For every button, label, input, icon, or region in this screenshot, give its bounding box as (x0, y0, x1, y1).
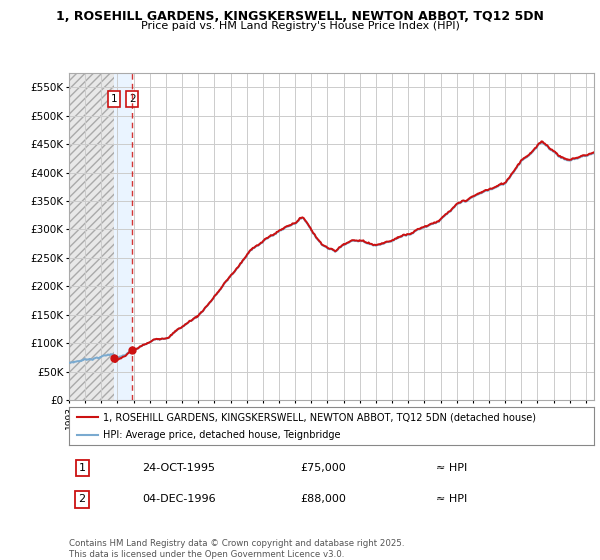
Text: 1: 1 (111, 94, 118, 104)
Text: 04-DEC-1996: 04-DEC-1996 (143, 494, 216, 505)
Text: 2: 2 (79, 494, 86, 505)
Text: Price paid vs. HM Land Registry's House Price Index (HPI): Price paid vs. HM Land Registry's House … (140, 21, 460, 31)
Text: ≈ HPI: ≈ HPI (437, 463, 468, 473)
Text: 1, ROSEHILL GARDENS, KINGSKERSWELL, NEWTON ABBOT, TQ12 5DN: 1, ROSEHILL GARDENS, KINGSKERSWELL, NEWT… (56, 10, 544, 23)
Bar (115, 73, 133, 400)
Text: HPI: Average price, detached house, Teignbridge: HPI: Average price, detached house, Teig… (103, 430, 341, 440)
Text: £75,000: £75,000 (300, 463, 346, 473)
Text: 2: 2 (129, 94, 136, 104)
Text: Contains HM Land Registry data © Crown copyright and database right 2025.
This d: Contains HM Land Registry data © Crown c… (69, 539, 404, 559)
Text: 24-OCT-1995: 24-OCT-1995 (143, 463, 215, 473)
Text: 1, ROSEHILL GARDENS, KINGSKERSWELL, NEWTON ABBOT, TQ12 5DN (detached house): 1, ROSEHILL GARDENS, KINGSKERSWELL, NEWT… (103, 412, 536, 422)
Text: ≈ HPI: ≈ HPI (437, 494, 468, 505)
Bar (69, 73, 115, 400)
Text: £88,000: £88,000 (300, 494, 346, 505)
Text: 1: 1 (79, 463, 86, 473)
